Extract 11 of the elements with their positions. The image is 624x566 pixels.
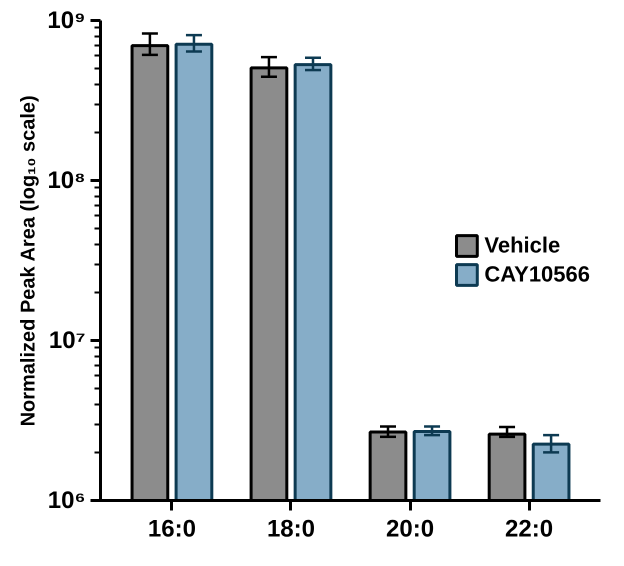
x-tick-label: 22:0 — [505, 516, 554, 542]
x-tick-label: 20:0 — [386, 516, 434, 542]
x-tick-label: 18:0 — [266, 516, 316, 542]
y-tick-label: 10⁶ — [48, 487, 86, 514]
y-tick-label: 10⁹ — [47, 7, 86, 34]
y-axis-title: Normalized Peak Area (log₁₀ scale) — [17, 95, 40, 426]
y-tick-label: 10⁷ — [48, 327, 86, 354]
legend-label: Vehicle — [484, 232, 560, 258]
x-tick-label: 16:0 — [148, 516, 196, 542]
y-tick-label: 10⁸ — [47, 167, 86, 194]
legend-label: CAY10566 — [484, 262, 590, 288]
